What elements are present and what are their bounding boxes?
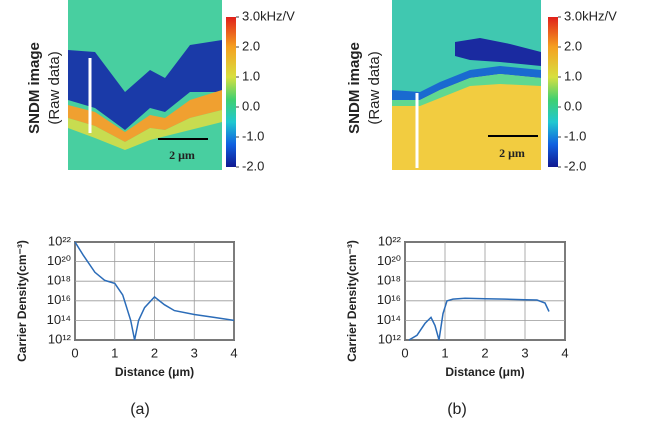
x-tick-label: 1 [441, 345, 448, 360]
image-subtitle: (Raw data) [46, 51, 63, 124]
y-tick-label: 10¹⁶ [47, 292, 71, 307]
colorbar-label: -1.0 [564, 128, 586, 143]
colorbar-label: 0.0 [242, 98, 260, 113]
colorbar-label: -1.0 [242, 128, 264, 143]
colorbar-b [548, 17, 558, 167]
sndm-image-a [68, 0, 222, 170]
caption: (b) [447, 401, 467, 418]
data-line [74, 241, 235, 341]
x-tick-label: 3 [521, 345, 528, 360]
x-tick-label: 4 [561, 345, 568, 360]
scale-bar-label: 2 μm [169, 148, 195, 162]
colorbar-label: 2.0 [242, 38, 260, 53]
colorbar-label: 1.0 [242, 68, 260, 83]
scale-bar-label: 2 μm [499, 146, 525, 160]
image-subtitle: (Raw data) [366, 51, 383, 124]
colorbar-a [226, 17, 236, 167]
y-tick-label: 10¹⁴ [47, 312, 71, 327]
colorbar-label: 3.0kHz/V [242, 8, 295, 23]
y-axis-label: Carrier Density(cm⁻³) [15, 240, 29, 362]
colorbar-label: -2.0 [564, 158, 586, 173]
x-axis-label: Distance (μm) [115, 365, 194, 379]
colorbar-label: 3.0kHz/V [564, 8, 617, 23]
y-axis-label: Carrier Density(cm⁻³) [345, 240, 359, 362]
image-title: SNDM image [346, 42, 363, 134]
x-tick-label: 0 [71, 345, 78, 360]
colorbar-label: 0.0 [564, 98, 582, 113]
x-axis-label: Distance (μm) [445, 365, 524, 379]
y-tick-label: 10²⁰ [377, 253, 401, 268]
x-tick-label: 1 [111, 345, 118, 360]
y-tick-label: 10¹² [48, 331, 72, 346]
y-tick-label: 10¹⁸ [377, 273, 401, 288]
y-tick-label: 10¹⁶ [377, 292, 401, 307]
sndm-image-b [392, 0, 541, 170]
x-tick-label: 4 [230, 345, 237, 360]
colorbar-label: -2.0 [242, 158, 264, 173]
x-tick-label: 0 [401, 345, 408, 360]
data-line [408, 297, 550, 341]
x-tick-label: 2 [151, 345, 158, 360]
caption: (a) [130, 401, 150, 418]
y-tick-label: 10²⁰ [47, 253, 71, 268]
y-tick-label: 10²² [48, 233, 72, 248]
colorbar-label: 2.0 [564, 38, 582, 53]
x-tick-label: 2 [481, 345, 488, 360]
y-tick-label: 10¹² [378, 331, 402, 346]
y-tick-label: 10¹⁴ [377, 312, 401, 327]
x-tick-label: 3 [191, 345, 198, 360]
y-tick-label: 10²² [378, 233, 402, 248]
colorbar-label: 1.0 [564, 68, 582, 83]
image-title: SNDM image [26, 42, 43, 134]
y-tick-label: 10¹⁸ [47, 273, 71, 288]
